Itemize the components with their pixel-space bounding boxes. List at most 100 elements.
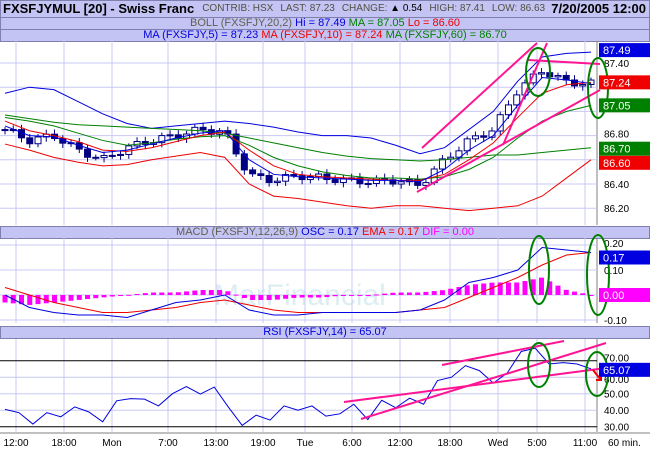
macd-histogram-bar: [365, 295, 371, 296]
candle-up: [166, 134, 174, 137]
macd-histogram-bar: [349, 295, 355, 296]
candlestick: [34, 133, 42, 148]
rsi-tick-label: 70.00: [604, 354, 629, 365]
candle-up: [183, 133, 191, 139]
candlestick: [554, 72, 562, 81]
boll-lower-line: [4, 143, 592, 212]
candle-up: [42, 133, 50, 138]
macd-histogram-bar: [415, 292, 421, 295]
macd-histogram-bar: [431, 291, 437, 295]
candle-up: [282, 174, 290, 182]
macd-histogram-bar: [258, 295, 264, 300]
candlestick: [1, 127, 9, 135]
macd-histogram-bar: [109, 295, 115, 297]
candle-up: [513, 94, 521, 106]
candlestick: [249, 167, 257, 177]
change-value: 0.54: [402, 3, 423, 14]
candlestick: [273, 177, 281, 187]
candlestick: [9, 125, 17, 133]
candle-up: [397, 181, 405, 185]
macd-histogram-bar: [52, 295, 58, 303]
candle-up: [100, 154, 108, 159]
macd-badge: 0.17: [603, 253, 624, 265]
candle-down: [570, 79, 578, 87]
time-tick-label: 18:00: [51, 438, 76, 449]
candlestick: [397, 178, 405, 189]
macd-histogram-bar: [233, 294, 239, 296]
candle-down: [92, 156, 100, 159]
macd-histogram-bar: [35, 295, 41, 305]
macd-histogram-bar: [159, 292, 165, 295]
candle-down: [207, 129, 215, 135]
candle-down: [562, 74, 570, 81]
candlestick: [455, 146, 463, 162]
macd-histogram-bar: [439, 290, 445, 295]
macd-name: MACD (FXSFJY,12,26,9): [176, 226, 299, 238]
candle-down: [265, 174, 273, 184]
macd-histogram-bar: [101, 295, 107, 298]
candle-down: [356, 177, 364, 185]
candle-down: [18, 129, 26, 139]
candle-up: [67, 142, 75, 145]
macd-osc-line: [4, 246, 592, 319]
candle-up: [117, 153, 125, 156]
candlestick: [141, 136, 149, 150]
candle-up: [554, 74, 562, 78]
candlestick: [364, 179, 372, 189]
price-badge-bg: [599, 43, 650, 58]
candlestick: [570, 75, 578, 89]
macd-histogram-bar: [68, 295, 74, 301]
candlestick: [356, 173, 364, 189]
last-value: 87.23: [309, 3, 335, 14]
down-arrow-icon: [592, 369, 602, 381]
macd-histogram-bar: [472, 284, 478, 295]
candle-down: [546, 72, 554, 78]
candlestick: [174, 130, 182, 143]
trendline: [421, 42, 538, 149]
time-tick-label: 12:00: [387, 438, 412, 449]
macd-histogram-bar: [151, 292, 157, 295]
highlight-ellipse: [586, 234, 610, 316]
macd-histogram-bar: [324, 295, 330, 298]
candle-up: [150, 142, 158, 145]
candlestick: [216, 127, 224, 139]
price-badge-bg: [599, 155, 650, 170]
candlestick: [521, 79, 529, 100]
candlestick: [587, 77, 595, 88]
rsi-line: [4, 347, 592, 427]
candlestick: [282, 171, 290, 186]
rsi-tick-label: 60.00: [604, 375, 629, 386]
candle-up: [471, 135, 479, 140]
candle-up: [504, 104, 512, 116]
interval-label: 60 min.: [608, 438, 641, 449]
rsi-tick-label: 50.00: [604, 390, 629, 401]
price-badge: 86.60: [603, 158, 631, 170]
candlestick: [298, 171, 306, 185]
macd-histogram-bar: [225, 291, 231, 295]
candle-down: [480, 135, 488, 138]
macd-histogram-bar: [27, 295, 33, 305]
candlestick: [372, 175, 380, 187]
candle-down: [9, 129, 17, 132]
time-tick-label: Wed: [488, 438, 508, 449]
candlestick: [471, 131, 479, 142]
candle-down: [249, 169, 257, 175]
macd-histogram-bar: [522, 281, 528, 295]
candlestick: [51, 129, 59, 142]
candlestick: [323, 169, 331, 185]
candlestick: [240, 149, 248, 175]
high-label: HIGH:: [429, 3, 458, 14]
candle-up: [463, 138, 471, 152]
candle-down: [290, 174, 298, 177]
macd-histogram-bar: [538, 277, 544, 295]
candlestick: [150, 138, 158, 148]
macd-histogram-bar: [19, 295, 25, 305]
candle-up: [529, 73, 537, 84]
rsi-tick-label: 30.00: [604, 423, 629, 434]
candlestick: [504, 100, 512, 119]
macd-histogram-bar: [142, 293, 148, 295]
candle-down: [141, 141, 149, 145]
price-badge: 87.24: [603, 77, 631, 89]
candlestick: [381, 173, 389, 185]
